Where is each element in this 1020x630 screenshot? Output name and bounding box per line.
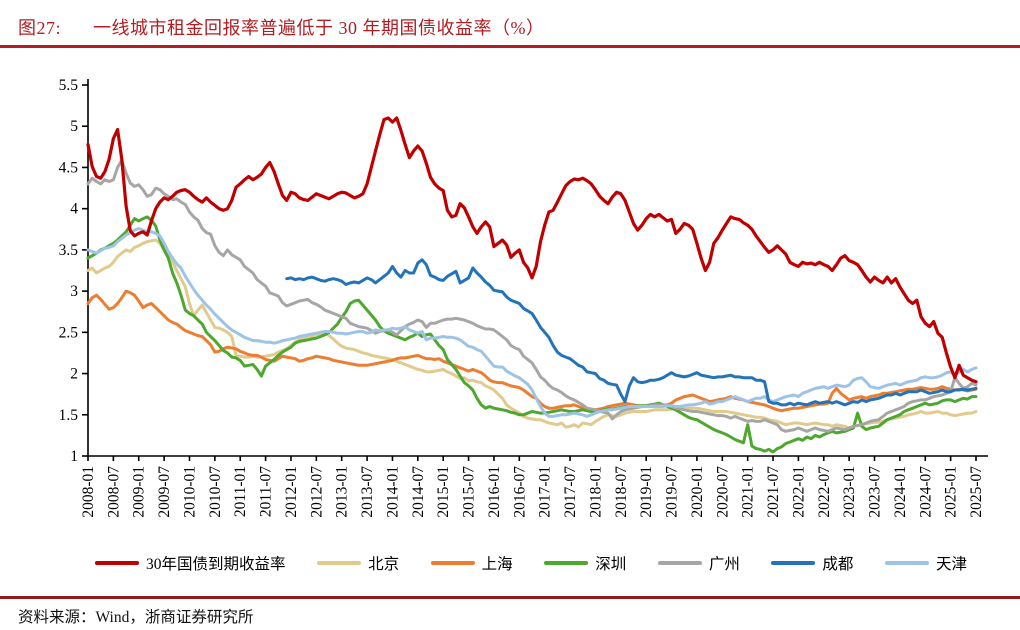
x-axis-label: 2020-01	[689, 466, 706, 518]
y-axis-label: 3	[70, 283, 78, 300]
x-axis-label: 2017-01	[537, 466, 554, 518]
series-line-广州	[86, 158, 978, 433]
series-line-深圳	[86, 215, 978, 454]
legend-label: 30年国债到期收益率	[146, 556, 286, 573]
y-axis-label: 1	[70, 448, 78, 465]
x-axis-label: 2014-07	[410, 466, 427, 518]
legend-item-成都: 成都	[771, 552, 853, 574]
footer-rule	[0, 596, 1020, 599]
legend: 30年国债到期收益率 北京 上海 深圳 广州 成都 天津	[95, 552, 967, 574]
legend-label: 北京	[368, 556, 400, 573]
y-axis-label: 4	[70, 201, 78, 218]
x-axis-label: 2016-01	[486, 466, 503, 518]
legend-swatch-icon	[657, 561, 702, 565]
x-axis-label: 2023-01	[841, 466, 858, 518]
x-axis-label: 2013-01	[334, 466, 351, 518]
y-axis-label: 5.5	[59, 77, 79, 94]
figure-label: 图27:	[18, 18, 62, 38]
series-line-北京	[86, 238, 978, 430]
x-axis-label: 2019-01	[638, 466, 655, 518]
x-axis-label: 2025-01	[943, 466, 960, 518]
x-axis-label: 2015-07	[461, 466, 478, 518]
x-axis-label: 2024-07	[917, 466, 934, 518]
legend-swatch-icon	[95, 561, 139, 565]
series-line-成都	[285, 258, 978, 407]
legend-swatch-icon	[771, 561, 816, 565]
x-axis-label: 2013-07	[359, 466, 376, 518]
legend-label: 上海	[481, 556, 513, 573]
x-axis-label: 2024-01	[892, 466, 909, 518]
x-axis-label: 2012-07	[308, 466, 325, 518]
x-axis-label: 2010-01	[181, 466, 198, 518]
x-axis-label: 2021-07	[765, 466, 782, 518]
legend-item-天津: 天津	[884, 552, 967, 574]
x-axis-label: 2019-07	[664, 466, 681, 518]
x-axis-label: 2017-07	[562, 466, 579, 518]
legend-item-30年国债到期收益率: 30年国债到期收益率	[95, 552, 286, 574]
series-line-天津	[86, 227, 978, 418]
legend-item-北京: 北京	[317, 552, 399, 574]
legend-item-广州: 广州	[657, 552, 740, 574]
y-axis-label: 1.5	[59, 407, 79, 424]
legend-swatch-icon	[430, 561, 475, 565]
x-axis-label: 2021-01	[740, 466, 757, 518]
x-axis-label: 2016-07	[511, 466, 528, 518]
y-axis-label: 2.5	[59, 324, 79, 341]
legend-label: 广州	[708, 556, 740, 573]
x-axis-label: 2015-01	[435, 466, 452, 518]
source-note: 资料来源：Wind，浙商证券研究所	[18, 609, 254, 626]
legend-label: 深圳	[595, 556, 627, 573]
x-axis-label: 2011-07	[258, 466, 275, 517]
x-axis-label: 2010-07	[207, 466, 224, 518]
series-line-30年国债到期收益率	[86, 116, 978, 384]
x-axis-label: 2011-01	[232, 466, 249, 517]
x-axis-label: 2020-07	[714, 466, 731, 518]
legend-label: 成都	[822, 556, 854, 573]
x-axis-label: 2018-07	[613, 466, 630, 518]
x-axis-label: 2023-07	[867, 466, 884, 518]
x-axis-label: 2022-01	[790, 466, 807, 518]
x-axis-label: 2014-01	[384, 466, 401, 518]
x-axis-label: 2012-01	[283, 466, 300, 518]
figure-title: 一线城市租金回报率普遍低于 30 年期国债收益率（%）	[93, 18, 545, 38]
x-axis-label: 2009-01	[131, 466, 148, 518]
legend-label: 天津	[935, 556, 967, 573]
legend-item-深圳: 深圳	[544, 552, 626, 574]
chart-area: 1 1.5 2 2.5 3 3.5 4 4.5 5 5.5 2008-01 2008-07 2009-0…	[0, 60, 1020, 540]
legend-swatch-icon	[544, 561, 589, 565]
chart-svg: 1 1.5 2 2.5 3 3.5 4 4.5 5 5.5 2008-01 2008-07 2009-0…	[59, 77, 988, 518]
y-axis-label: 4.5	[59, 159, 79, 176]
x-axis-label: 2018-01	[587, 466, 604, 518]
header-rule	[0, 45, 1020, 48]
x-axis-label: 2022-07	[816, 466, 833, 518]
x-axis-label: 2009-07	[156, 466, 173, 518]
y-axis-label: 2	[70, 366, 78, 383]
x-axis-label: 2008-07	[105, 466, 122, 518]
legend-swatch-icon	[317, 561, 362, 565]
y-axis-label: 3.5	[59, 242, 79, 259]
y-axis-label: 5	[70, 118, 78, 135]
x-axis-label: 2008-01	[80, 466, 97, 518]
figure-header: 图27: 一线城市租金回报率普遍低于 30 年期国债收益率（%）	[18, 14, 1008, 40]
x-axis-label: 2025-07	[968, 466, 985, 518]
legend-item-上海: 上海	[430, 552, 513, 574]
legend-swatch-icon	[884, 561, 929, 565]
